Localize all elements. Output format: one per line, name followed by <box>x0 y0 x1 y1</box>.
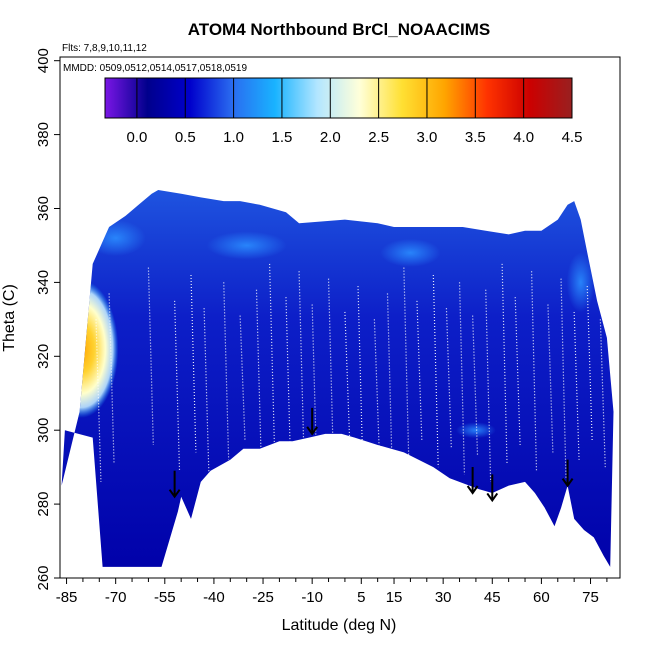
flight-track <box>190 274 197 453</box>
y-tick-label: 360 <box>35 196 52 221</box>
x-tick-label: 45 <box>484 589 501 606</box>
field-patch <box>206 231 287 260</box>
flight-track <box>223 282 230 460</box>
flight-track <box>560 278 567 479</box>
flight-track <box>255 289 263 468</box>
flight-track <box>416 300 423 442</box>
y-axis: 260 280 300 320 340 360 380 400 <box>35 48 60 591</box>
flight-track <box>458 282 466 475</box>
annotation-arrow <box>306 407 318 436</box>
colorbar-tick-label: 4.5 <box>562 129 583 146</box>
plot-frame <box>59 56 621 579</box>
flight-track <box>485 289 492 482</box>
chart-title: ATOM4 Northbound BrCl_NOAACIMS <box>188 20 491 39</box>
colorbar-tick-label: 0.5 <box>175 129 196 146</box>
field-patch <box>566 252 595 313</box>
colorbar-tick-label: 3.0 <box>417 129 438 146</box>
colorbar: 0.0 0.5 1.0 1.5 2.0 2.5 3.0 3.5 4.0 4.5 <box>104 77 583 146</box>
flight-track <box>530 271 538 471</box>
flight-track <box>403 267 410 460</box>
flight-track <box>147 267 154 445</box>
colorbar-tick-label: 0.0 <box>126 129 147 146</box>
x-tick-label: -55 <box>154 589 176 606</box>
x-tick-label: -40 <box>203 589 225 606</box>
x-tick-label: 60 <box>533 589 550 606</box>
flight-track <box>327 278 335 464</box>
x-tick-label: -10 <box>301 589 323 606</box>
x-tick-label: -70 <box>105 589 127 606</box>
y-tick-label: 380 <box>35 122 52 147</box>
field-patch <box>455 422 496 439</box>
y-tick-label: 280 <box>35 492 52 517</box>
colorbar-tick-label: 3.5 <box>465 129 486 146</box>
flights-note: Flts: 7,8,9,10,11,12 <box>62 43 147 54</box>
x-tick-label: 30 <box>435 589 452 606</box>
flight-track <box>445 308 452 449</box>
flight-track <box>298 271 305 457</box>
colorbar-tick-label: 1.0 <box>223 129 244 146</box>
field-patch <box>61 353 72 434</box>
x-tick-label: -25 <box>252 589 274 606</box>
x-tick-label: 15 <box>386 589 403 606</box>
flight-track <box>373 319 380 453</box>
flight-track <box>108 293 115 464</box>
x-tick-label: -85 <box>56 589 78 606</box>
y-tick-label: 260 <box>35 565 52 590</box>
flight-track <box>386 293 393 479</box>
annotation-arrow <box>561 459 574 488</box>
colorbar-tick-label: 2.5 <box>368 129 389 146</box>
y-tick-label: 400 <box>35 48 52 73</box>
colorbar-gradient <box>104 77 573 119</box>
high-value-region <box>61 279 119 418</box>
y-tick-label: 340 <box>35 270 52 295</box>
flight-track <box>472 315 479 457</box>
flight-track <box>95 319 102 482</box>
field-patch <box>85 220 146 257</box>
flight-track <box>268 263 276 449</box>
colorbar-tick-label: 1.5 <box>272 129 293 146</box>
flight-track <box>357 286 364 471</box>
flight-track <box>599 319 606 468</box>
flight-track <box>547 304 554 453</box>
flight-track <box>432 274 439 468</box>
dates-note: MMDD: 0509,0512,0514,0517,0518,0519 <box>63 63 247 74</box>
annotation-arrow <box>168 470 181 499</box>
x-axis: -85 -70 -55 -40 -25 -10 5 15 30 45 60 75 <box>56 578 608 606</box>
x-tick-label: 5 <box>357 589 365 606</box>
y-axis-title: Theta (C) <box>1 284 18 352</box>
annotation-arrow <box>486 474 499 503</box>
annotation-arrow <box>466 467 479 495</box>
y-tick-label: 320 <box>35 344 52 369</box>
flight-track <box>501 263 508 464</box>
x-axis-title: Latitude (deg N) <box>282 617 397 634</box>
colorbar-tick-label: 4.0 <box>513 129 534 146</box>
x-tick-label: 75 <box>582 589 599 606</box>
flight-track <box>514 297 521 445</box>
flight-track <box>573 311 580 460</box>
flight-track <box>344 311 351 446</box>
y-tick-label: 300 <box>35 418 52 443</box>
flight-track <box>174 300 181 471</box>
flight-track <box>203 308 210 479</box>
flight-track <box>586 286 593 442</box>
colorbar-tick-label: 2.0 <box>320 129 341 146</box>
field-patch <box>380 238 441 267</box>
